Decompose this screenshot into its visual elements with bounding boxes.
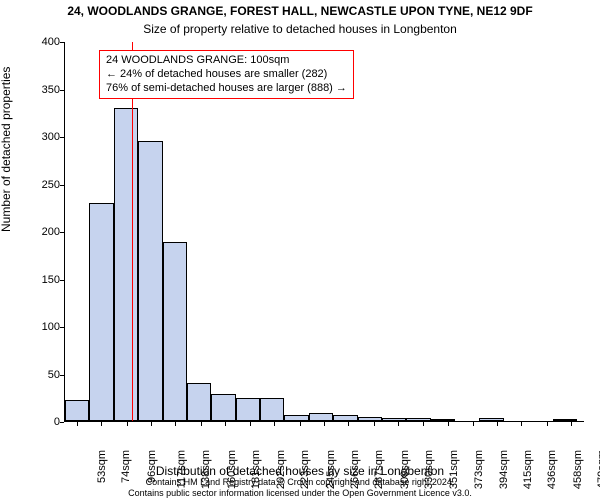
histogram-bar xyxy=(382,418,406,421)
x-tick-mark xyxy=(274,422,275,426)
x-tick-mark xyxy=(151,422,152,426)
histogram-bar xyxy=(284,415,308,421)
x-tick-mark xyxy=(448,422,449,426)
histogram-bar xyxy=(89,203,113,422)
y-tick-label: 200 xyxy=(20,226,60,238)
histogram-bar xyxy=(333,415,357,421)
annotation-line-2: ← 24% of detached houses are smaller (28… xyxy=(106,68,347,82)
histogram-bar xyxy=(138,141,162,421)
x-tick-mark xyxy=(521,422,522,426)
histogram-bar xyxy=(114,108,138,422)
plot-area: 24 WOODLANDS GRANGE: 100sqm ← 24% of det… xyxy=(64,42,584,422)
y-tick-label: 50 xyxy=(20,369,60,381)
histogram-bar xyxy=(358,417,382,421)
x-tick-mark xyxy=(398,422,399,426)
x-tick-mark xyxy=(348,422,349,426)
x-tick-mark xyxy=(547,422,548,426)
y-tick-label: 400 xyxy=(20,36,60,48)
histogram-bar xyxy=(236,398,260,421)
footer-line-1: Contains HM Land Registry data © Crown c… xyxy=(0,477,600,487)
x-tick-mark xyxy=(225,422,226,426)
x-tick-mark xyxy=(175,422,176,426)
histogram-bar xyxy=(260,398,284,421)
histogram-bar xyxy=(479,418,503,421)
y-tick-mark xyxy=(60,422,64,423)
footer-line-2: Contains public sector information licen… xyxy=(0,488,600,498)
x-tick-mark xyxy=(324,422,325,426)
annotation-line-3: 76% of semi-detached houses are larger (… xyxy=(106,82,347,96)
x-tick-mark xyxy=(300,422,301,426)
histogram-bar xyxy=(187,383,211,421)
x-tick-mark xyxy=(374,422,375,426)
y-tick-label: 100 xyxy=(20,321,60,333)
x-tick-mark xyxy=(250,422,251,426)
annotation-box: 24 WOODLANDS GRANGE: 100sqm ← 24% of det… xyxy=(99,50,354,99)
histogram-bar xyxy=(431,419,455,421)
histogram-bar xyxy=(406,418,430,421)
x-tick-mark xyxy=(473,422,474,426)
y-tick-label: 300 xyxy=(20,131,60,143)
y-axis-label: Number of detached properties xyxy=(0,67,13,232)
y-tick-label: 350 xyxy=(20,84,60,96)
x-tick-mark xyxy=(571,422,572,426)
x-tick-mark xyxy=(423,422,424,426)
x-tick-mark xyxy=(201,422,202,426)
histogram-bar xyxy=(163,242,187,421)
histogram-bar xyxy=(553,419,577,421)
x-tick-mark xyxy=(101,422,102,426)
histogram-bar xyxy=(211,394,235,421)
x-axis-label: Distribution of detached houses by size … xyxy=(0,464,600,478)
y-tick-label: 250 xyxy=(20,179,60,191)
y-tick-label: 150 xyxy=(20,274,60,286)
histogram-bar xyxy=(65,400,89,421)
chart-container: 24, WOODLANDS GRANGE, FOREST HALL, NEWCA… xyxy=(0,0,600,500)
x-tick-mark xyxy=(497,422,498,426)
histogram-bar xyxy=(309,413,333,421)
footer-attribution: Contains HM Land Registry data © Crown c… xyxy=(0,477,600,498)
x-tick-mark xyxy=(77,422,78,426)
annotation-line-1: 24 WOODLANDS GRANGE: 100sqm xyxy=(106,54,347,68)
x-tick-mark xyxy=(127,422,128,426)
chart-title-main: 24, WOODLANDS GRANGE, FOREST HALL, NEWCA… xyxy=(0,4,600,18)
y-tick-label: 0 xyxy=(20,416,60,428)
chart-title-sub: Size of property relative to detached ho… xyxy=(0,22,600,36)
